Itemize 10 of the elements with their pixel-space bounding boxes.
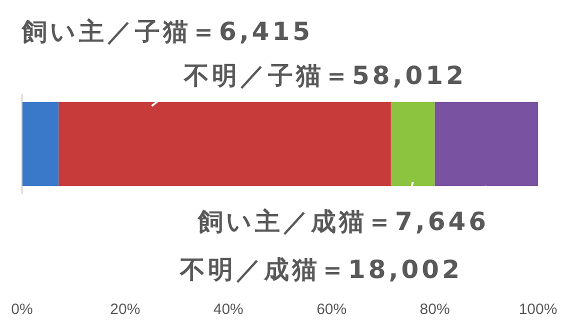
- x-tick-label: 100%: [518, 301, 558, 318]
- text: 不明／成猫＝18,002: [179, 255, 462, 284]
- text: 飼い主／成猫＝7,646: [197, 207, 490, 236]
- text: 飼い主／子猫＝6,415: [21, 17, 314, 46]
- x-tick-label: 20%: [110, 301, 140, 318]
- x-tick-label: 40%: [213, 301, 244, 318]
- x-tick-label: 80%: [420, 301, 450, 318]
- x-tick-label: 0%: [11, 301, 33, 318]
- x-tick-label: 60%: [316, 301, 347, 318]
- text: 不明／子猫＝58,012: [183, 61, 466, 90]
